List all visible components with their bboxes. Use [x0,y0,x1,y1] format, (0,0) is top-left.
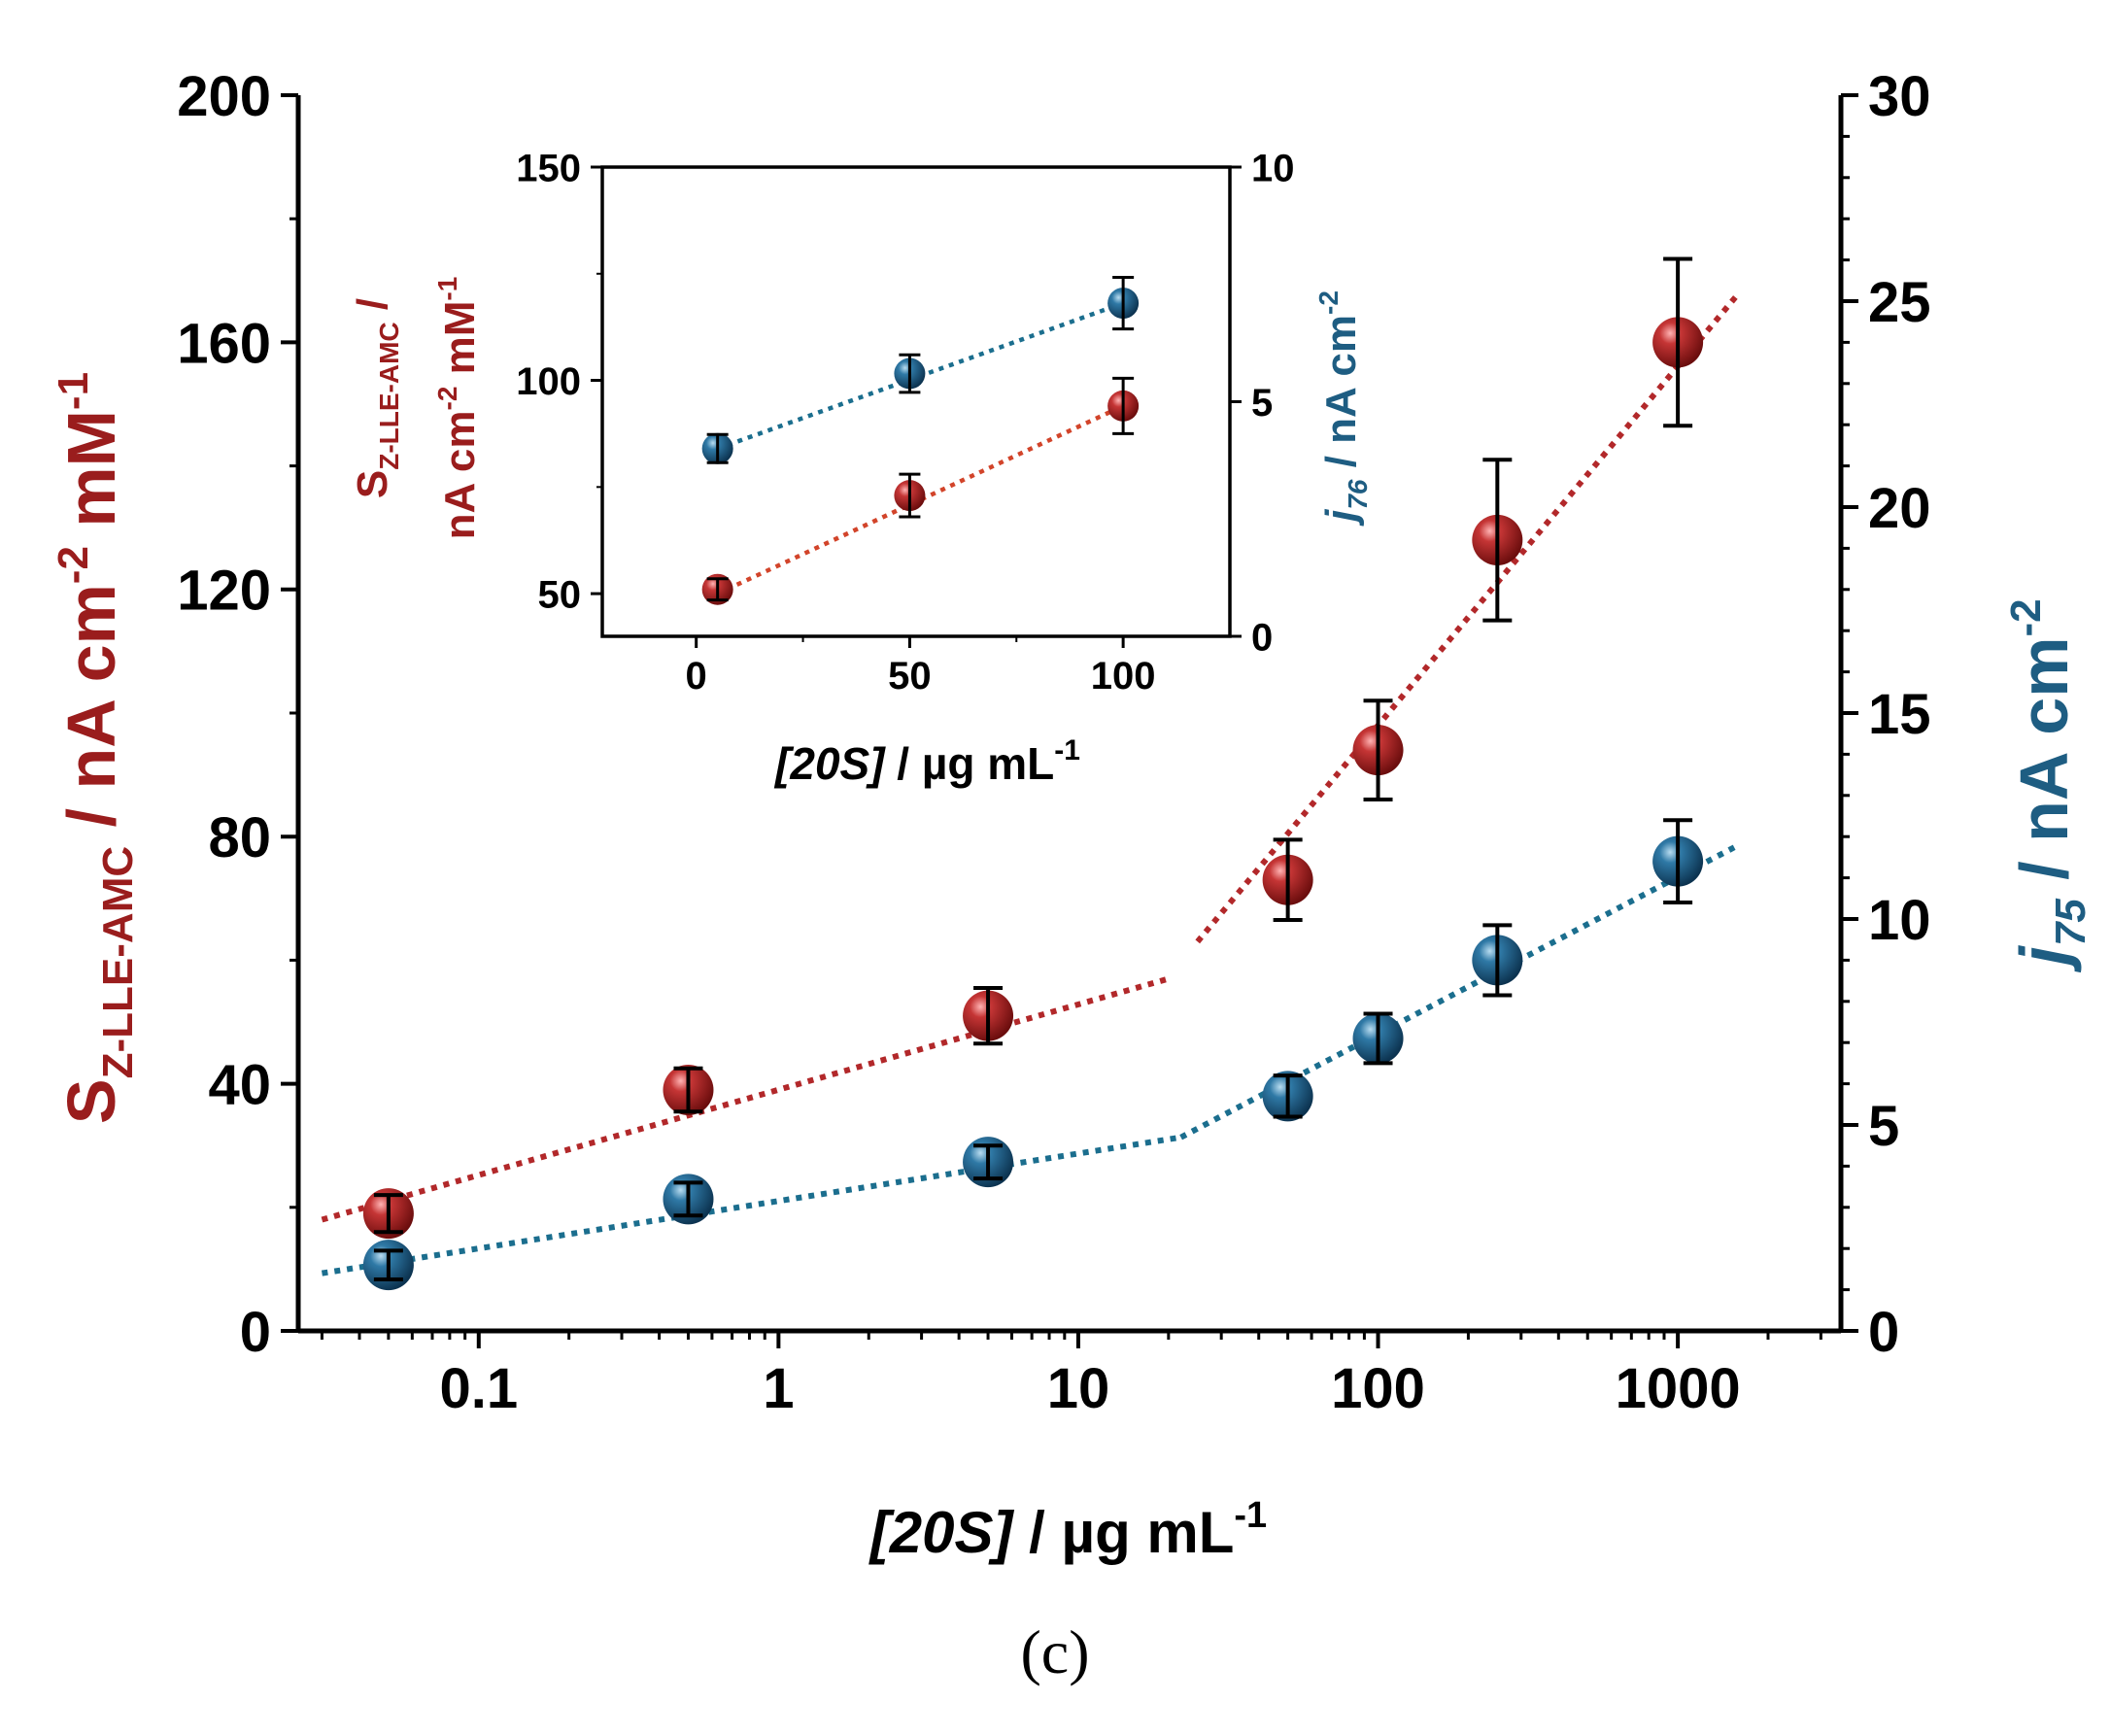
y-left-tick-label: 150 [516,147,581,189]
error-bar-red [373,1193,403,1235]
fit-line-blue [321,1134,1182,1276]
y-axis-left-label: SZ-LLE-AMC / nA cm-2 mM-1 [50,372,142,1124]
error-bar-red [1482,458,1513,623]
y-right-tick-label: 5 [1251,382,1273,425]
error-bar-blue [1363,1011,1393,1066]
x-tick-label: 0.1 [439,1357,518,1420]
y-left-tick-label: 120 [177,560,271,623]
error-bar-blue [899,353,921,394]
y-right-tick-label: 0 [1868,1301,1899,1364]
inset-x-axis-label: [20S] / µg mL-1 [773,734,1080,789]
y-left-tick-label: 80 [208,806,271,869]
error-bar-red [973,986,1004,1046]
inset-y-axis-right-label: j76 / nA cm-2 [1313,290,1373,527]
error-bar-red [1363,698,1393,802]
error-bar-blue [1482,923,1513,998]
x-tick-label: 100 [1091,655,1156,698]
y-left-tick-label: 0 [240,1301,271,1364]
x-axis-label: [20S] / µg mL-1 [868,1495,1267,1565]
fit-line-red [1195,290,1742,944]
y-left-tick-label: 40 [208,1053,271,1116]
error-bar-red [899,472,921,519]
error-bar-blue [373,1248,403,1281]
error-bar-red [1663,256,1693,428]
error-bar-red [1112,376,1135,435]
y-right-tick-label: 0 [1251,616,1273,659]
error-bar-red [673,1066,703,1114]
y-left-tick-label: 100 [516,360,581,403]
inset-y-axis-left-label-line2: nA cm-2 mM-1 [432,277,484,540]
y-right-tick-label: 30 [1868,65,1931,128]
error-bar-blue [1112,276,1135,331]
panel-label: (c) [1020,1617,1089,1686]
fit-line-red [321,975,1170,1223]
y-right-tick-label: 10 [1251,147,1295,189]
inset-y-axis-left-label-line1: SZ-LLE-AMC / [349,298,404,498]
x-tick-label: 0 [686,655,707,698]
x-tick-label: 100 [1331,1357,1425,1420]
x-tick-label: 1000 [1616,1357,1741,1420]
error-bar-red [706,577,729,602]
error-bar-blue [1663,818,1693,905]
y-axis-right-label: j75 / nA cm-2 [2002,598,2094,972]
error-bar-blue [973,1143,1004,1181]
error-bar-blue [1273,1073,1303,1119]
y-right-tick-label: 5 [1868,1095,1899,1158]
x-tick-label: 50 [888,655,932,698]
x-tick-label: 10 [1047,1357,1110,1420]
error-bar-red [1273,837,1303,923]
y-right-tick-label: 10 [1868,889,1931,952]
y-left-tick-label: 200 [177,65,271,128]
error-bar-blue [673,1180,703,1218]
y-right-tick-label: 20 [1868,477,1931,540]
y-right-tick-label: 15 [1868,683,1931,746]
x-tick-label: 1 [763,1357,794,1420]
error-bar-blue [706,432,729,464]
y-left-tick-label: 160 [177,312,271,375]
y-right-tick-label: 25 [1868,271,1931,334]
y-left-tick-label: 50 [538,573,582,616]
